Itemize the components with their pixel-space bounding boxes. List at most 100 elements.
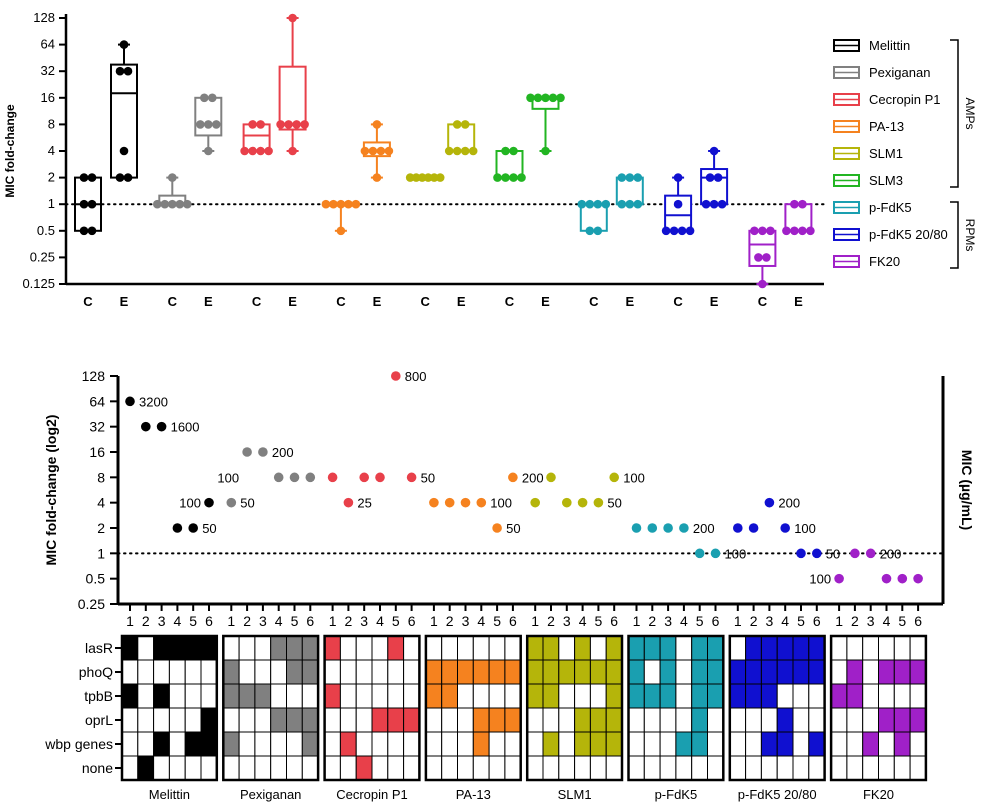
heatmap-cell <box>589 731 607 757</box>
heatmap-cell <box>339 683 357 709</box>
heatmap-cell <box>675 683 693 709</box>
heatmap-cell <box>605 707 623 733</box>
data-point <box>541 93 550 103</box>
heatmap-cell <box>745 683 762 709</box>
x-tick-label: 2 <box>750 613 758 629</box>
heatmap-cell <box>707 683 724 709</box>
data-point <box>533 93 543 103</box>
y2-axis-label: MIC (µg/mL) <box>959 450 975 530</box>
heatmap-cell <box>441 635 459 661</box>
heatmap-cell <box>472 707 490 733</box>
data-point <box>633 199 643 209</box>
heatmap-panel-border <box>728 634 826 782</box>
heatmap-cell <box>457 659 474 685</box>
heatmap-cell <box>675 755 693 781</box>
x-tick-label: 6 <box>813 613 821 629</box>
heatmap-cell <box>830 755 848 781</box>
heatmap-cell <box>238 683 256 709</box>
box-p-fdk5-20-80-e <box>700 146 729 209</box>
heatmap-cell <box>457 731 474 757</box>
heatmap-cell <box>808 731 826 757</box>
heatmap-cell <box>675 707 693 733</box>
data-point <box>289 472 300 483</box>
x-tick-label: 1 <box>734 613 742 629</box>
heatmap-cell <box>792 683 810 709</box>
heatmap-cell <box>542 755 560 781</box>
heatmap-cell <box>200 659 218 685</box>
heatmap-cell <box>659 707 677 733</box>
heatmap-cell <box>403 707 420 733</box>
heatmap-cell <box>168 731 186 757</box>
heatmap-cell <box>542 707 560 733</box>
heatmap-cell <box>643 731 661 757</box>
heatmap-cell <box>121 755 139 781</box>
row-label: phoQ <box>79 664 113 680</box>
series-pexiganan <box>226 447 316 508</box>
heatmap-cell <box>504 635 522 661</box>
y-tick-label: 64 <box>41 37 55 52</box>
heatmap-cell <box>153 635 170 661</box>
box-p-fdk5-20-80-c <box>661 173 695 236</box>
heatmap-cell <box>270 707 288 733</box>
data-point <box>119 146 129 156</box>
heatmap-cell <box>222 683 240 709</box>
legend-label: PA-13 <box>869 119 904 134</box>
heatmap-cell <box>301 755 319 781</box>
data-point <box>460 146 470 156</box>
heatmap-cell <box>184 659 202 685</box>
heatmap-cell <box>387 635 405 661</box>
data-point <box>372 173 382 182</box>
heatmap-cell <box>760 707 778 733</box>
heatmap-cell <box>605 683 623 709</box>
heatmap-cell <box>403 635 420 661</box>
heatmap-cell <box>707 731 724 757</box>
heatmap-cell <box>270 683 288 709</box>
series-melittin <box>125 396 214 533</box>
heatmap-cell <box>558 659 576 685</box>
heatmap-cell <box>137 659 155 685</box>
heatmap-cell <box>371 683 389 709</box>
heatmap-cell <box>371 635 389 661</box>
heatmap-cell <box>707 659 724 685</box>
heatmap-cell <box>121 683 139 709</box>
series-cecropin-p1 <box>327 371 417 508</box>
data-point <box>625 199 635 209</box>
heatmap-cell <box>558 755 576 781</box>
legend-item-pa-13: PA-13 <box>833 119 904 134</box>
heatmap-cell <box>628 659 645 685</box>
heatmap-cell <box>729 707 747 733</box>
data-point <box>798 226 807 236</box>
annotation-mic: 50 <box>826 546 840 561</box>
x-tick-label: E <box>120 294 129 309</box>
heatmap-cell <box>792 635 810 661</box>
heatmap-cell <box>270 659 288 685</box>
series-p-fdk5-20-80 <box>733 497 822 559</box>
row-label: tpbB <box>84 688 113 704</box>
annotation-mic: 50 <box>202 521 216 536</box>
annotation-mic: 25 <box>357 496 371 511</box>
heatmap-cell <box>355 683 373 709</box>
data-point <box>115 66 125 76</box>
y-tick-label: 128 <box>33 10 55 25</box>
heatmap-cell <box>691 683 709 709</box>
heatmap-cell <box>691 635 709 661</box>
data-point <box>87 226 97 236</box>
annotation-mic: 1600 <box>171 420 200 435</box>
heatmap-cell <box>472 731 490 757</box>
heatmap-cell <box>558 635 576 661</box>
heatmap-cell <box>893 731 911 757</box>
heatmap-cell <box>168 707 186 733</box>
x-tick-label: E <box>625 294 634 309</box>
data-point <box>423 173 433 182</box>
legend-item-melittin: Melittin <box>833 38 910 53</box>
heatmap-cell <box>222 635 240 661</box>
data-point <box>368 146 378 156</box>
heatmap-cell <box>760 683 778 709</box>
data-point <box>601 199 611 209</box>
annotation-mic: 50 <box>506 521 520 536</box>
data-point <box>411 173 421 182</box>
heatmap-cell <box>504 707 522 733</box>
data-point <box>336 199 346 209</box>
legend-label: SLM1 <box>869 146 903 161</box>
heatmap-cell <box>153 755 170 781</box>
